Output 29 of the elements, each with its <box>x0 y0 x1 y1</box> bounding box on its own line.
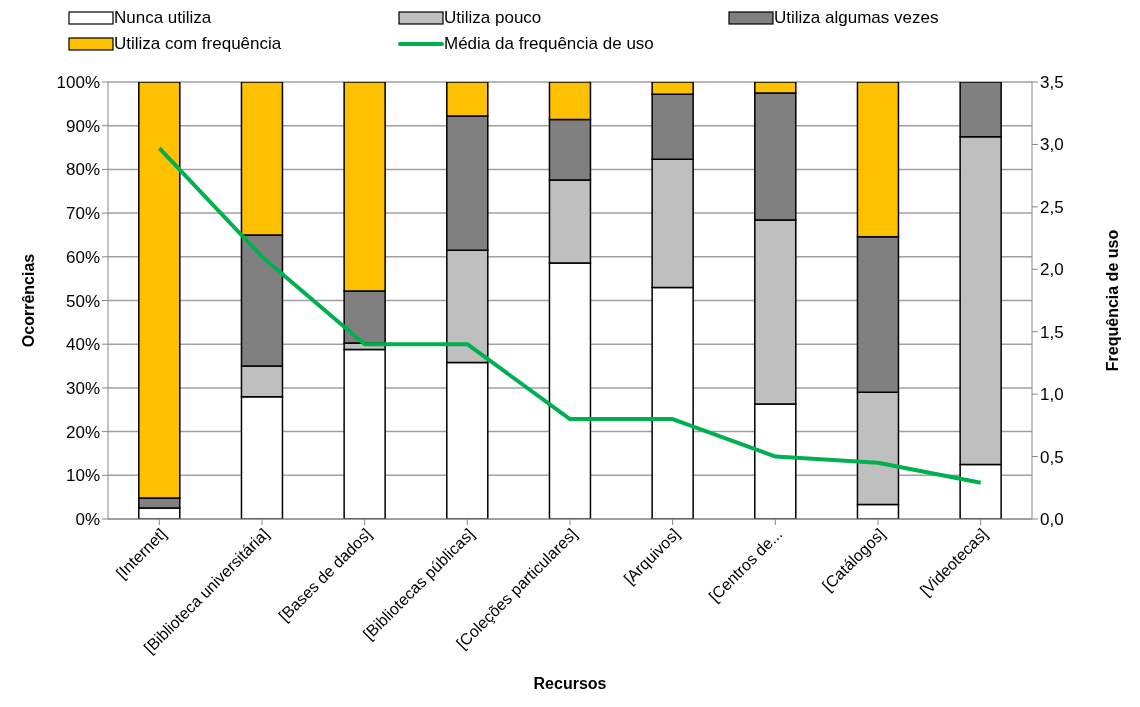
legend-label: Média da frequência de uso <box>444 34 654 54</box>
line-series <box>157 146 983 485</box>
y2-tick-label: 3,0 <box>1040 135 1064 155</box>
y-tick-label: 70% <box>65 204 100 224</box>
y-tick-label: 50% <box>65 291 100 311</box>
y-tick-label: 100% <box>56 73 100 93</box>
y2-axis-title: Frequência de uso <box>1103 229 1121 372</box>
y-tick-label: 60% <box>65 247 100 267</box>
y2-tick-label: 1,5 <box>1040 322 1064 342</box>
y-tick-label: 10% <box>65 466 100 486</box>
y2-tick-label: 2,0 <box>1040 260 1064 280</box>
y-axis-title: Ocorrências <box>19 253 37 348</box>
y2-tick-label: 3,5 <box>1040 73 1064 93</box>
legend-label: Utiliza com frequência <box>114 34 282 54</box>
y-tick-label: 30% <box>65 378 100 398</box>
y-tick-label: 40% <box>65 335 100 355</box>
y-tick-label: 0% <box>75 510 100 530</box>
y-tick-label: 90% <box>65 116 100 136</box>
y2-tick-label: 1,0 <box>1040 385 1064 405</box>
y2-tick-label: 0,5 <box>1040 447 1064 467</box>
x-axis-title: Recursos <box>533 675 607 692</box>
y2-tick-label: 2,5 <box>1040 197 1064 217</box>
y-tick-label: 20% <box>65 422 100 442</box>
legend-label: Utiliza algumas vezes <box>774 8 939 28</box>
legend-label: Nunca utiliza <box>114 8 212 28</box>
y-tick-label: 80% <box>65 160 100 180</box>
y2-tick-label: 0,0 <box>1040 510 1064 530</box>
legend-label: Utiliza pouco <box>444 8 542 28</box>
bar <box>343 348 386 519</box>
